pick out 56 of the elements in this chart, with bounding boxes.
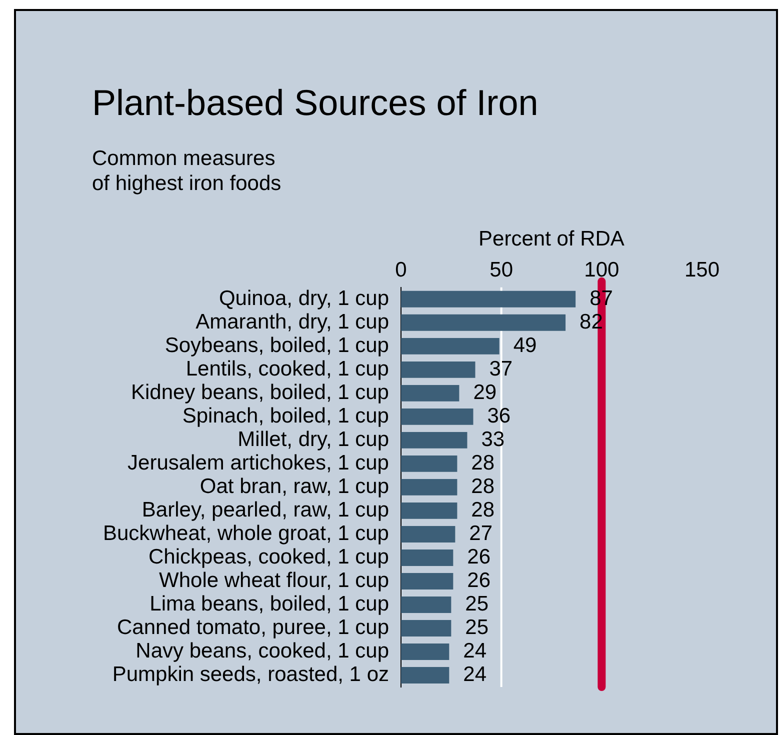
y-tick-label: Oat bran, raw, 1 cup <box>200 474 389 498</box>
x-tick-label: 0 <box>395 258 407 282</box>
bar <box>401 596 452 613</box>
x-tick-label: 150 <box>684 258 720 282</box>
y-tick-label: Millet, dry, 1 cup <box>238 428 389 451</box>
y-tick-label: Soybeans, boiled, 1 cup <box>164 334 389 357</box>
y-tick-label: Pumpkin seeds, roasted, 1 oz <box>112 663 389 686</box>
data-label: 29 <box>473 380 497 404</box>
y-tick-label: Lentils, cooked, 1 cup <box>186 357 389 380</box>
y-tick-label: Canned tomato, puree, 1 cup <box>116 616 389 640</box>
bar <box>401 408 474 425</box>
bar <box>401 644 450 660</box>
bar <box>401 338 500 354</box>
x-tick-label: 100 <box>584 258 620 282</box>
y-tick-label: Buckwheat, whole groat, 1 cup <box>102 522 389 546</box>
bar <box>401 502 458 519</box>
data-label: 24 <box>463 640 487 663</box>
y-tick-label: Navy beans, cooked, 1 cup <box>136 640 389 663</box>
text: Common measures of highest iron foods <box>92 146 282 196</box>
data-label: 37 <box>489 357 513 380</box>
bar <box>401 432 468 448</box>
chart-title: Plant-based Sources of Iron <box>92 82 538 124</box>
y-tick-label: Amaranth, dry, 1 cup <box>196 310 389 334</box>
bar <box>401 620 452 636</box>
data-label: 27 <box>469 522 493 546</box>
bar <box>401 572 454 590</box>
bar <box>401 361 476 378</box>
y-tick-label: Quinoa, dry, 1 cup <box>218 286 389 310</box>
bar <box>401 526 456 542</box>
data-label: 28 <box>471 451 495 474</box>
data-label: 49 <box>513 334 537 357</box>
data-label: 26 <box>467 569 491 592</box>
bar <box>401 290 576 308</box>
data-label: 28 <box>471 498 495 522</box>
bar <box>401 549 454 566</box>
data-label: 25 <box>465 616 489 640</box>
x-axis-title: Percent of RDA <box>478 227 624 250</box>
data-label: 28 <box>471 474 495 498</box>
x-tick-label: 50 <box>490 258 514 282</box>
bar <box>401 384 460 402</box>
y-tick-label: Barley, pearled, raw, 1 cup <box>142 498 389 522</box>
bar <box>401 478 458 496</box>
data-label: 26 <box>467 546 491 569</box>
y-tick-label: Lima beans, boiled, 1 cup <box>150 592 389 616</box>
data-label: 25 <box>465 592 489 616</box>
bar <box>401 667 450 684</box>
y-tick-label: Kidney beans, boiled, 1 cup <box>130 380 389 404</box>
y-tick-label: Whole wheat flour, 1 cup <box>159 569 389 592</box>
data-label: 33 <box>481 428 505 451</box>
y-tick-label: Jerusalem artichokes, 1 cup <box>128 451 389 474</box>
y-tick-label: Spinach, boiled, 1 cup <box>182 404 389 428</box>
bar <box>401 455 458 472</box>
data-label: 36 <box>487 404 511 428</box>
data-label: 24 <box>463 663 487 686</box>
y-tick-label: Chickpeas, cooked, 1 cup <box>148 546 389 569</box>
bar <box>401 314 566 331</box>
